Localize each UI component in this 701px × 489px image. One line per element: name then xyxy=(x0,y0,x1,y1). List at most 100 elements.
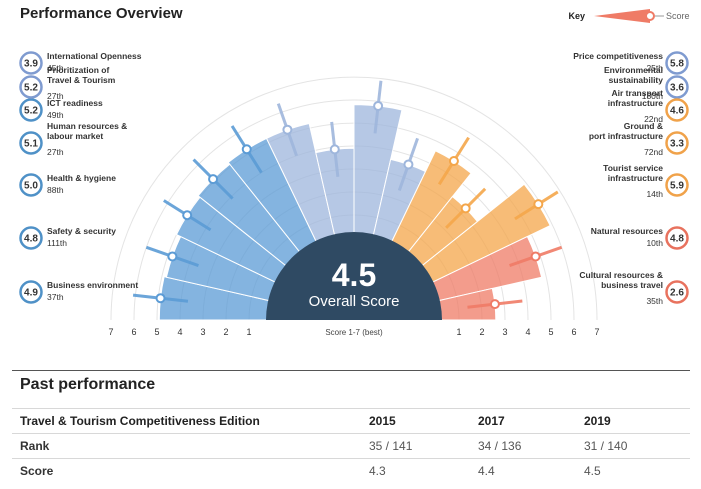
pillar-score-marker xyxy=(530,251,541,262)
score-value: 4.3 xyxy=(369,464,386,478)
pillar-score-circle xyxy=(19,75,43,99)
pillar-score-circle xyxy=(665,98,689,122)
pillar-score-circle xyxy=(19,280,43,304)
pillar-name: Air transport xyxy=(612,88,664,98)
pillar-name: Environmental xyxy=(604,65,663,75)
pillar-rank: 37th xyxy=(47,292,64,302)
overall-score-value: 4.5 xyxy=(332,257,376,293)
pillar-name: business travel xyxy=(601,280,663,290)
axis-tick-label: 1 xyxy=(246,327,251,337)
pillar-score-text: 3.6 xyxy=(670,83,684,94)
rank-value: 31 / 140 xyxy=(584,439,628,453)
pillar-score-marker xyxy=(373,100,384,111)
pillar-score-text: 5.8 xyxy=(670,59,684,70)
pillar-name: labour market xyxy=(47,131,103,141)
pillar-name: sustainability xyxy=(609,75,664,85)
pillar-score-marker xyxy=(489,299,500,310)
pillar-score-circle xyxy=(19,131,43,155)
pillar-name: Travel & Tourism xyxy=(47,75,116,85)
overall-score-label: Overall Score xyxy=(309,293,400,310)
pillar-score-marker xyxy=(329,144,340,155)
axis-tick-label: 2 xyxy=(223,327,228,337)
pillar-score-circle xyxy=(19,226,43,250)
pillar-score-marker xyxy=(448,155,459,166)
axis-tick-label: 3 xyxy=(502,327,507,337)
pillar-score-circle xyxy=(665,173,689,197)
table-row: Score 4.3 4.4 4.5 xyxy=(12,458,690,483)
pillar-score-text: 5.2 xyxy=(24,106,38,117)
past-performance-table: Travel & Tourism Competitiveness Edition… xyxy=(12,408,690,483)
year-header: 2015 xyxy=(369,414,396,428)
year-header: 2019 xyxy=(584,414,611,428)
pillar-score-text: 3.3 xyxy=(670,139,684,150)
year-header: 2017 xyxy=(478,414,505,428)
pillar-score-circle xyxy=(19,51,43,75)
pillar-score-marker xyxy=(533,199,544,210)
pillar-score-marker xyxy=(182,210,193,221)
pillar-score-text: 2.6 xyxy=(670,288,684,299)
pillar-rank: 27th xyxy=(47,147,64,157)
pillar-score-circle xyxy=(665,280,689,304)
pillar-name: Health & hygiene xyxy=(47,173,116,183)
key-score-marker xyxy=(645,11,655,21)
grid-ring xyxy=(133,99,575,321)
axis-tick-label: 5 xyxy=(548,327,553,337)
rank-value: 34 / 136 xyxy=(478,439,522,453)
pillar-score-text: 4.9 xyxy=(24,288,38,299)
pillar-rank: 25th xyxy=(646,63,663,73)
pillar-score-text: 4.8 xyxy=(670,234,684,245)
pillar-name: Ground & xyxy=(624,121,663,131)
pillar-score-text: 5.0 xyxy=(24,181,38,192)
axis-tick-label: 1 xyxy=(456,327,461,337)
table-row: Rank 35 / 141 34 / 136 31 / 140 xyxy=(12,433,690,458)
pillar-name: Human resources & xyxy=(47,121,127,131)
pillar-score-circle xyxy=(19,98,43,122)
edition-header: Travel & Tourism Competitiveness Edition xyxy=(20,414,260,428)
pillar-name: port infrastructure xyxy=(589,131,663,141)
pillar-score-marker xyxy=(403,159,414,170)
page-title: Performance Overview xyxy=(20,5,183,22)
pillar-score-circle xyxy=(665,75,689,99)
pillar-score-marker xyxy=(155,293,166,304)
grid-ring xyxy=(110,76,598,321)
key-score-label: Score xyxy=(666,11,690,21)
pillar-score-text: 5.9 xyxy=(670,181,684,192)
pillar-rank: 49th xyxy=(47,110,64,120)
pillar-score-marker xyxy=(241,144,252,155)
pillar-score-marker xyxy=(282,124,293,135)
pillar-score-marker xyxy=(460,203,471,214)
axis-tick-label: 5 xyxy=(154,327,159,337)
past-performance-title: Past performance xyxy=(20,376,156,393)
pillar-rank: 88th xyxy=(47,185,64,195)
key-bar-icon xyxy=(594,9,650,23)
pillar-score-text: 3.9 xyxy=(24,59,38,70)
pillar-score-circle xyxy=(19,173,43,197)
table-header-row: Travel & Tourism Competitiveness Edition… xyxy=(12,408,690,433)
pillar-rank: 72nd xyxy=(644,147,663,157)
pillar-rank: 22nd xyxy=(644,114,663,124)
pillar-score-circle xyxy=(665,131,689,155)
section-divider xyxy=(12,370,690,371)
axis-tick-label: 4 xyxy=(525,327,530,337)
pillar-score-marker xyxy=(208,174,219,185)
row-label-rank: Rank xyxy=(20,439,50,453)
axis-tick-label: 7 xyxy=(594,327,599,337)
pillar-name: infrastructure xyxy=(608,98,664,108)
pillar-name: Cultural resources & xyxy=(579,270,663,280)
pillar-score-marker xyxy=(167,251,178,262)
axis-tick-label: 7 xyxy=(108,327,113,337)
rank-value: 35 / 141 xyxy=(369,439,413,453)
pillar-name: Price competitiveness xyxy=(573,51,663,61)
pillar-name: Safety & security xyxy=(47,226,116,236)
pillar-rank: 130th xyxy=(642,91,664,101)
pillar-name: Natural resources xyxy=(591,226,664,236)
axis-tick-label: 6 xyxy=(571,327,576,337)
row-label-score: Score xyxy=(20,464,54,478)
pillar-rank: 45th xyxy=(47,63,64,73)
pillar-score-circle xyxy=(665,226,689,250)
pillar-rank: 10th xyxy=(646,238,663,248)
pillar-name: Tourist service xyxy=(603,163,663,173)
pillar-rank: 111th xyxy=(47,238,67,248)
pillar-name: Prioritization of xyxy=(47,65,110,75)
